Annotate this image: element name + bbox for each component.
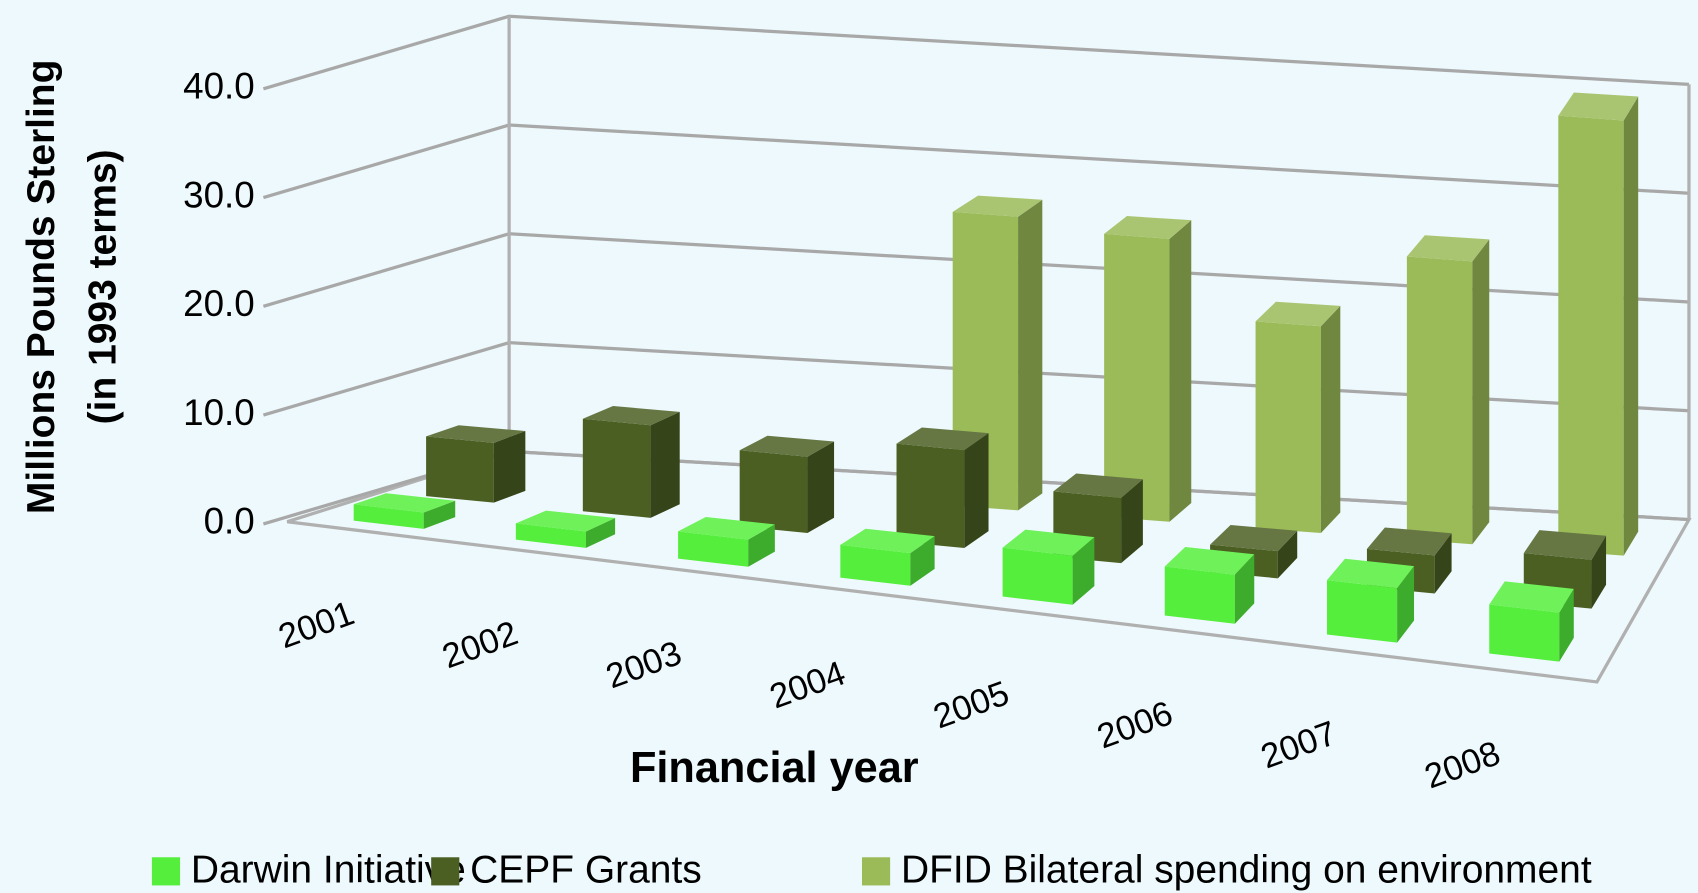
bar-top (1523, 530, 1607, 560)
bar-top (1489, 581, 1574, 613)
legend: Darwin Initiative CEPF Grants DFID Bilater… (151, 849, 1592, 892)
bar-top (896, 427, 989, 451)
bar (1002, 529, 1095, 605)
bars (353, 92, 1639, 662)
bar (582, 406, 680, 518)
bar-top (1326, 558, 1415, 589)
bar-side (1434, 533, 1452, 594)
legend-label: DFID Bilateral spending on environment (901, 849, 1592, 892)
bar-side (1072, 537, 1095, 605)
y-tick-label: 30.0 (183, 174, 255, 215)
bar-top (1053, 473, 1143, 498)
bar-front (1164, 566, 1235, 624)
bar-front (840, 544, 911, 586)
bar-side (910, 536, 935, 586)
legend-label: Darwin Initiative (191, 849, 466, 892)
bar (1164, 546, 1255, 624)
bar (426, 425, 526, 503)
bar-side (1018, 199, 1043, 511)
bar (353, 493, 456, 529)
bar (678, 516, 775, 567)
y-tick-label: 0.0 (204, 501, 255, 542)
bar-top (1210, 524, 1298, 552)
bar-top (426, 425, 526, 443)
bar-side (1121, 479, 1143, 564)
legend-label: CEPF Grants (470, 849, 702, 892)
legend-swatch (431, 857, 460, 886)
bar-side (1320, 305, 1341, 533)
bar-front (582, 418, 651, 518)
bar-side (493, 431, 526, 503)
bar-top (1558, 92, 1639, 121)
bar-side (1623, 96, 1639, 556)
legend-swatch (151, 857, 181, 886)
bar-top (353, 493, 456, 513)
bar-side (1397, 566, 1415, 643)
y-axis-title: Millions Pounds Sterling (20, 60, 63, 514)
bar (1326, 558, 1415, 643)
bar-side (1169, 220, 1192, 522)
bar-front (426, 436, 494, 503)
bar (896, 427, 989, 549)
bar-front (1489, 604, 1560, 662)
bar-top (952, 195, 1043, 217)
bar-side (423, 500, 456, 529)
bar-side (585, 518, 616, 548)
y-tick-label: 40.0 (183, 65, 255, 106)
bar-top (1164, 546, 1255, 575)
bar-front (1558, 115, 1624, 556)
bar-top (1255, 301, 1341, 327)
bar-front (353, 504, 424, 529)
bar (515, 510, 616, 548)
bar-top (1366, 527, 1452, 556)
bar-front (1104, 233, 1170, 522)
bar-side (650, 411, 680, 518)
bar (1255, 301, 1341, 533)
y-axis-title: (in 1993 terms) (82, 149, 125, 424)
bar-top (678, 516, 775, 540)
x-axis-title: Financial year (630, 744, 919, 792)
bar-front (1255, 321, 1321, 533)
bar-top (1002, 529, 1095, 556)
bar (1489, 581, 1574, 662)
bar-side (1591, 535, 1607, 609)
bar-side (748, 524, 775, 567)
bar-front (1326, 580, 1398, 643)
y-tick-label: 20.0 (183, 283, 255, 324)
bar (840, 528, 935, 586)
legend-swatch (861, 857, 891, 886)
bar-top (515, 510, 616, 532)
bar-front (678, 531, 749, 567)
bar-side (1559, 588, 1574, 662)
bar-front (739, 450, 808, 533)
bar-top (840, 528, 935, 554)
bar-side (1277, 530, 1298, 579)
bar-top (739, 435, 835, 457)
bar-side (807, 441, 835, 533)
bar-front (896, 443, 965, 549)
bar-top (1406, 235, 1490, 262)
y-tick-label: 10.0 (183, 392, 255, 433)
bar-front (1002, 547, 1073, 605)
bar-front (1406, 256, 1473, 545)
bar-front (515, 523, 586, 548)
bar-top (1104, 216, 1192, 239)
bar-top (582, 406, 680, 426)
bar (1104, 216, 1192, 522)
bar (739, 435, 835, 533)
bar-side (1472, 239, 1490, 545)
bar-side (964, 433, 989, 549)
bar (1406, 235, 1490, 545)
bar-side (1234, 554, 1255, 624)
bar (1558, 92, 1639, 556)
